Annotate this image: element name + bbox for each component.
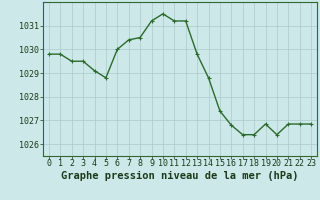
X-axis label: Graphe pression niveau de la mer (hPa): Graphe pression niveau de la mer (hPa)	[61, 171, 299, 181]
